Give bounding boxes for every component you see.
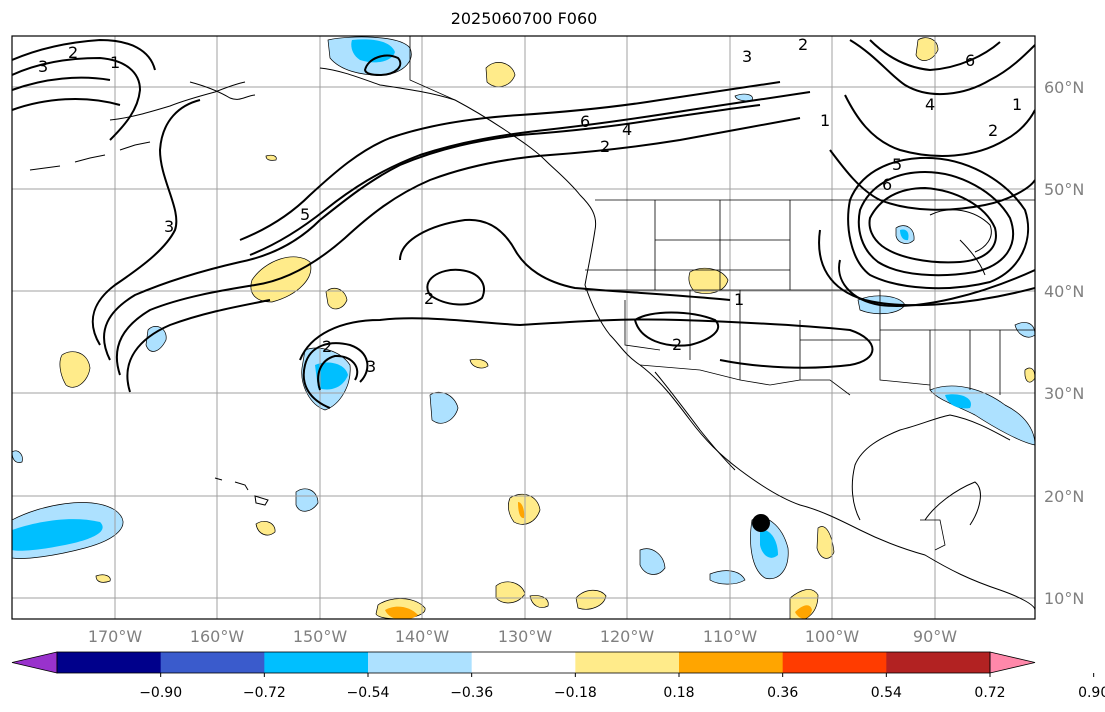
contour-label: 2 xyxy=(798,35,808,54)
contour-label: 4 xyxy=(622,120,632,139)
lon-label: 170°W xyxy=(88,627,143,646)
colorbar-tick-label: −0.72 xyxy=(243,685,286,701)
colorbar-cell xyxy=(264,652,369,673)
lon-label: 100°W xyxy=(805,627,860,646)
colorbar-tick-label: −0.90 xyxy=(139,685,182,701)
contour-label: 1 xyxy=(1012,95,1022,114)
latitude-labels: 60°N 50°N 40°N 30°N 20°N 10°N xyxy=(1044,78,1084,608)
contour-label: 1 xyxy=(110,53,120,72)
colorbar-tick-label: 0.54 xyxy=(871,685,902,701)
lat-label: 60°N xyxy=(1044,78,1084,97)
colorbar-cell xyxy=(886,652,991,673)
colorbar-extend-min xyxy=(11,651,58,674)
lat-label: 40°N xyxy=(1044,282,1084,301)
colorbar-outline xyxy=(56,651,991,674)
lat-label: 10°N xyxy=(1044,589,1084,608)
colorbar-tick-label: 0.72 xyxy=(974,685,1005,701)
contour-label: 1 xyxy=(820,111,830,130)
colorbar-tick-label: 0.18 xyxy=(663,685,694,701)
colorbar-tick-label: 0.36 xyxy=(767,685,798,701)
lon-label: 140°W xyxy=(395,627,450,646)
contour-label: 3 xyxy=(38,57,48,76)
lon-label: 160°W xyxy=(190,627,245,646)
lat-label: 50°N xyxy=(1044,180,1084,199)
colorbar-cell xyxy=(575,652,680,673)
contour-label: 2 xyxy=(322,337,332,356)
contour-label: 6 xyxy=(965,51,975,70)
contour-label: 2 xyxy=(988,121,998,140)
colorbar-tick-label: −0.36 xyxy=(450,685,493,701)
lon-label: 130°W xyxy=(498,627,553,646)
contour-label: 3 xyxy=(366,357,376,376)
contour-label: 2 xyxy=(600,137,610,156)
contour-label: 2 xyxy=(68,43,78,62)
contour-label: 5 xyxy=(892,155,902,174)
colorbar-cell xyxy=(160,652,265,673)
contour-label: 3 xyxy=(164,217,174,236)
contour-label: 3 xyxy=(742,47,752,66)
map-frame xyxy=(11,35,1036,620)
contour-label: 5 xyxy=(300,205,310,224)
colorbar-tick-label: −0.54 xyxy=(347,685,390,701)
contour-label: 6 xyxy=(580,112,590,131)
colorbar-extend-max xyxy=(989,651,1036,674)
contour-label: 6 xyxy=(882,175,892,194)
contour-label: 2 xyxy=(672,335,682,354)
colorbar: −0.90 −0.72 −0.54 −0.36 −0.18 0.18 0.36 0.54 0.7… xyxy=(11,651,1105,701)
contour-label: 2 xyxy=(424,289,434,308)
contour-labels: 2 1 3 6 4 2 3 2 4 6 5 6 2 1 3 5 2 2 3 2 … xyxy=(38,35,1022,376)
lat-label: 30°N xyxy=(1044,384,1084,403)
colorbar-tick-label: −0.18 xyxy=(554,685,597,701)
lat-label: 20°N xyxy=(1044,487,1084,506)
colorbar-cell xyxy=(57,652,162,673)
colorbar-tick-label: 0.90 xyxy=(1078,685,1105,701)
contour-label: 4 xyxy=(925,95,935,114)
colorbar-cell xyxy=(679,652,784,673)
shaded-fields xyxy=(12,36,1035,619)
colorbar-cell xyxy=(471,652,576,673)
political-borders xyxy=(409,36,1035,551)
lon-label: 150°W xyxy=(293,627,348,646)
lon-label: 90°W xyxy=(913,627,957,646)
contour-lines xyxy=(12,38,1035,409)
lon-label: 110°W xyxy=(703,627,758,646)
chart-title: 2025060700 F060 xyxy=(450,9,598,28)
colorbar-cell xyxy=(368,652,473,673)
lon-label: 120°W xyxy=(600,627,655,646)
colorbar-cell xyxy=(782,652,887,673)
coastlines xyxy=(29,67,1035,611)
storm-position-marker xyxy=(752,514,770,532)
longitude-labels: 170°W 160°W 150°W 140°W 130°W 120°W 110°… xyxy=(88,627,957,646)
contour-label: 1 xyxy=(734,290,744,309)
